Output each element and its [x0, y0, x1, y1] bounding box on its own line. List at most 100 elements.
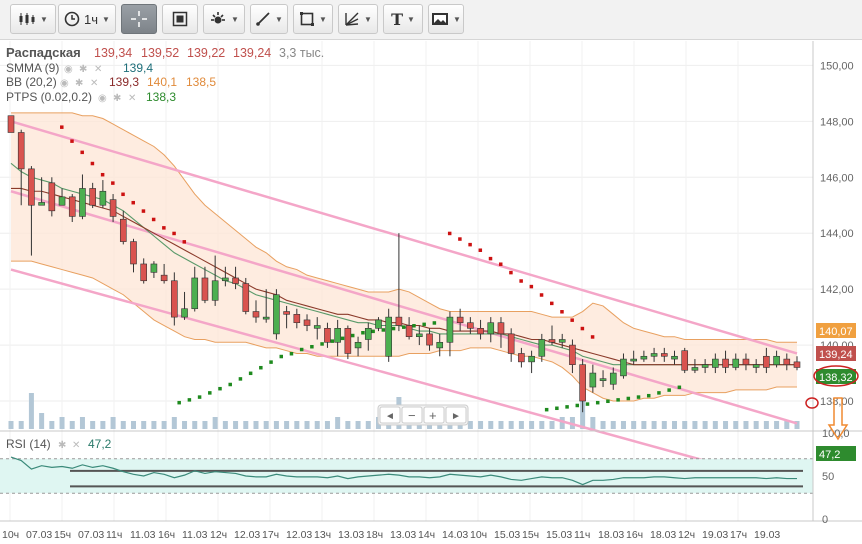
- gear-icon[interactable]: ✱: [79, 64, 87, 75]
- sar-dot: [121, 192, 125, 197]
- close-icon[interactable]: ✕: [90, 78, 98, 89]
- chart-area[interactable]: 150,00148,00146,00144,00142,00140,00138,…: [0, 41, 862, 544]
- sar-dot: [70, 139, 74, 143]
- volume-bar: [284, 421, 290, 429]
- frame-icon: [172, 11, 188, 27]
- time-tick-label: 17ч: [262, 529, 279, 541]
- volume-value: 3,3 тыс.: [279, 46, 324, 60]
- time-axis: 10ч 07.03 15ч 07.03 11ч 11.03 16ч 11.03 12ч 12.03…: [0, 520, 862, 541]
- autoscale-button[interactable]: [162, 4, 198, 34]
- shapes-button[interactable]: ▼: [293, 4, 333, 34]
- ohlc-low: 139,22: [187, 46, 225, 60]
- volume-bar: [39, 413, 45, 429]
- close-icon[interactable]: ✕: [72, 440, 80, 451]
- sar-dot: [636, 395, 641, 399]
- candle-body: [160, 274, 168, 282]
- time-tick-label: 19.03: [754, 529, 780, 541]
- rsi-tick-label: 100,0: [822, 428, 850, 440]
- volume-bar: [49, 421, 55, 429]
- crosshair-button[interactable]: [121, 4, 157, 34]
- sar-dot: [182, 240, 187, 244]
- fibonacci-button[interactable]: ▼: [338, 4, 378, 34]
- volume-bar: [253, 421, 259, 429]
- sar-dot: [299, 347, 304, 352]
- volume-bar: [600, 421, 606, 429]
- time-tick-label: 19.03: [702, 529, 728, 541]
- time-tick-label: 11.03: [130, 529, 156, 541]
- volume-bar: [672, 421, 678, 429]
- volume-bar: [539, 421, 545, 429]
- sar-dot: [580, 326, 585, 331]
- eye-icon[interactable]: ◉: [64, 64, 73, 75]
- time-tick-label: 18.03: [650, 529, 676, 541]
- volume-bar: [794, 421, 800, 429]
- candle-body: [385, 316, 392, 357]
- zoom-in-button[interactable]: +: [423, 406, 445, 424]
- candle-body: [660, 353, 668, 357]
- candle-body: [375, 319, 382, 329]
- indicators-button[interactable]: ▼: [203, 4, 245, 34]
- time-tick-label: 17ч: [730, 529, 747, 541]
- scroll-left-button[interactable]: ◄: [379, 406, 401, 424]
- bb-upper-badge: 140,07: [816, 323, 856, 338]
- candle-body: [364, 328, 372, 340]
- sar-dot: [550, 301, 554, 306]
- close-icon[interactable]: ✕: [128, 93, 136, 104]
- candles-icon: [19, 13, 35, 25]
- candle-body: [211, 280, 219, 301]
- sar-dot: [478, 248, 483, 252]
- chevron-down-icon: ▼: [231, 14, 239, 24]
- volume-bar: [243, 421, 249, 429]
- draw-line-button[interactable]: ▼: [250, 4, 288, 34]
- time-tick-label: 15.03: [546, 529, 572, 541]
- bb-upper-line: [11, 112, 797, 343]
- sar-dot: [606, 399, 610, 404]
- eye-icon[interactable]: ◉: [98, 93, 107, 104]
- volume-bar: [549, 421, 555, 429]
- candle-body: [48, 182, 56, 212]
- candle-body: [497, 322, 505, 335]
- gear-icon[interactable]: ✱: [75, 78, 83, 89]
- time-tick-label: 16ч: [626, 529, 643, 541]
- volume-bar: [263, 421, 269, 429]
- last-price-badge: 139,24: [816, 346, 856, 361]
- gear-icon[interactable]: ✱: [113, 93, 121, 104]
- close-icon[interactable]: ✕: [94, 64, 102, 75]
- gear-icon[interactable]: ✱: [58, 440, 66, 451]
- candle-body: [89, 188, 96, 206]
- candle-body: [446, 316, 454, 343]
- time-tick-label: 14.03: [442, 529, 468, 541]
- volume-bar: [712, 421, 718, 429]
- chevron-down-icon: ▼: [275, 14, 283, 24]
- eye-icon[interactable]: ◉: [60, 78, 69, 89]
- candle-body: [548, 339, 556, 343]
- candle-body: [130, 241, 137, 265]
- candle-body: [507, 333, 515, 354]
- time-tick-label: 15ч: [54, 529, 71, 541]
- volume-bar: [79, 417, 85, 429]
- interval-button[interactable]: 1ч ▼: [58, 4, 116, 34]
- volume-bar: [8, 421, 14, 429]
- price-tick-label: 148,00: [820, 116, 854, 128]
- sar-dot: [468, 242, 472, 247]
- chart-type-button[interactable]: ▼: [10, 4, 56, 34]
- zoom-out-button[interactable]: −: [401, 406, 423, 424]
- scroll-right-icon: ►: [451, 411, 461, 422]
- text-button[interactable]: T ▼: [383, 4, 423, 34]
- volume-bar: [610, 421, 616, 429]
- candle-body: [28, 168, 35, 206]
- volume-bar: [273, 421, 279, 429]
- candle-body: [712, 358, 719, 368]
- clock-icon: [64, 11, 80, 27]
- scroll-right-button[interactable]: ►: [445, 406, 467, 424]
- candle-body: [242, 283, 250, 312]
- volume-bar: [100, 421, 106, 429]
- rectangle-icon: [300, 12, 315, 26]
- volume-bar: [161, 421, 167, 429]
- sar-dot: [677, 385, 682, 390]
- screenshot-button[interactable]: ▼: [428, 4, 464, 34]
- smma-value: 139,4: [123, 61, 153, 75]
- volume-bar: [774, 421, 780, 429]
- volume-bar: [661, 421, 667, 429]
- candle-body: [68, 196, 76, 217]
